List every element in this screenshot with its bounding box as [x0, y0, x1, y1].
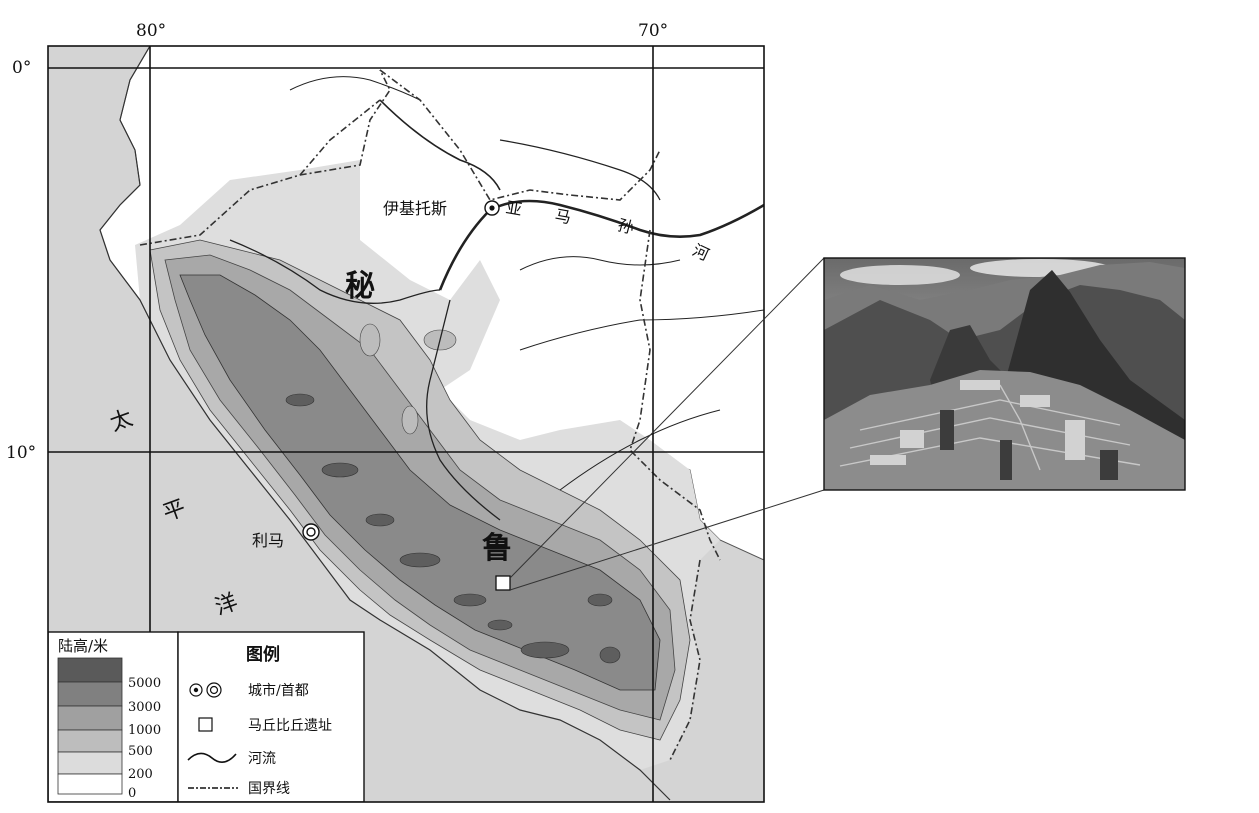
lat-label-10: 10° — [6, 443, 36, 463]
highland-basins — [359, 323, 457, 435]
minor-river-3 — [289, 76, 421, 101]
amazon-river — [438, 199, 764, 291]
elevation-tick-1000: 1000 — [128, 723, 161, 738]
river-char-3: 孙 — [616, 215, 636, 237]
maranon-river — [229, 239, 441, 304]
river-char-1: 亚 — [504, 198, 523, 219]
legend-ruins-label: 马丘比丘遗址 — [248, 718, 332, 734]
country-char-2: 鲁 — [482, 531, 512, 566]
elevation-tick-5000: 5000 — [128, 676, 161, 691]
elevation-tick-500: 500 — [128, 744, 153, 759]
swatch-0 — [57, 773, 123, 795]
elevation-tick-0: 0 — [128, 786, 136, 801]
country-char-1: 秘 — [345, 269, 375, 304]
swatch-5000 — [57, 657, 123, 683]
purus-river — [519, 309, 764, 351]
river-char-2: 马 — [553, 206, 572, 227]
map-frame — [47, 45, 765, 803]
elevation-legend-swatches — [57, 657, 123, 795]
lima-label: 利马 — [252, 531, 284, 550]
lima-capital-marker — [302, 523, 320, 541]
tributary-north — [379, 99, 501, 191]
swatch-3000 — [57, 681, 123, 707]
elevation-tick-3000: 3000 — [128, 700, 161, 715]
swatch-200 — [57, 751, 123, 775]
lon-label-80: 80° — [136, 21, 166, 41]
map-panel: 秘 鲁 太 平 洋 亚 马 孙 河 伊基托斯 利马 陆高/米 — [48, 46, 764, 802]
ruins-square-icon — [198, 717, 213, 732]
iquitos-label: 伊基托斯 — [383, 199, 447, 218]
callout-lines — [509, 257, 825, 591]
minor-river-2 — [559, 409, 721, 491]
river-char-4: 河 — [690, 240, 713, 264]
legend-river-label: 河流 — [248, 751, 276, 767]
legend-border-label: 国界线 — [248, 781, 290, 797]
elevation-5000-patches — [285, 393, 621, 664]
symbol-legend: 图例 城市/首都 马丘比丘遗址 河流 国界线 — [177, 631, 365, 802]
peru-ecuador-border — [139, 69, 391, 246]
city-capital-icon — [189, 682, 222, 698]
symbol-legend-title: 图例 — [246, 644, 280, 665]
peru-bolivia-border — [669, 559, 701, 761]
swatch-1000 — [57, 705, 123, 731]
elevation-3000 — [179, 274, 661, 691]
tributary-northeast — [499, 139, 661, 201]
elevation-legend: 陆高/米 5000 3000 1000 500 200 0 — [48, 631, 179, 802]
river-line-icon — [187, 752, 237, 763]
elevation-legend-title: 陆高/米 — [58, 637, 108, 655]
ucayali-river — [426, 299, 501, 521]
machu-picchu-photo — [823, 257, 1186, 491]
rivers — [229, 76, 764, 521]
lat-label-0: 0° — [12, 58, 31, 78]
ecuador-colombia-border — [299, 99, 381, 176]
peru-colombia-border — [379, 69, 661, 201]
machu-picchu-marker — [495, 575, 511, 591]
lon-label-70: 70° — [638, 21, 668, 41]
minor-river-1 — [519, 256, 681, 271]
iquitos-city-marker — [484, 200, 500, 216]
elevation-tick-200: 200 — [128, 767, 153, 782]
legend-city-label: 城市/首都 — [248, 682, 309, 699]
coastline — [99, 46, 671, 801]
swatch-500 — [57, 729, 123, 753]
national-borders — [139, 69, 721, 761]
